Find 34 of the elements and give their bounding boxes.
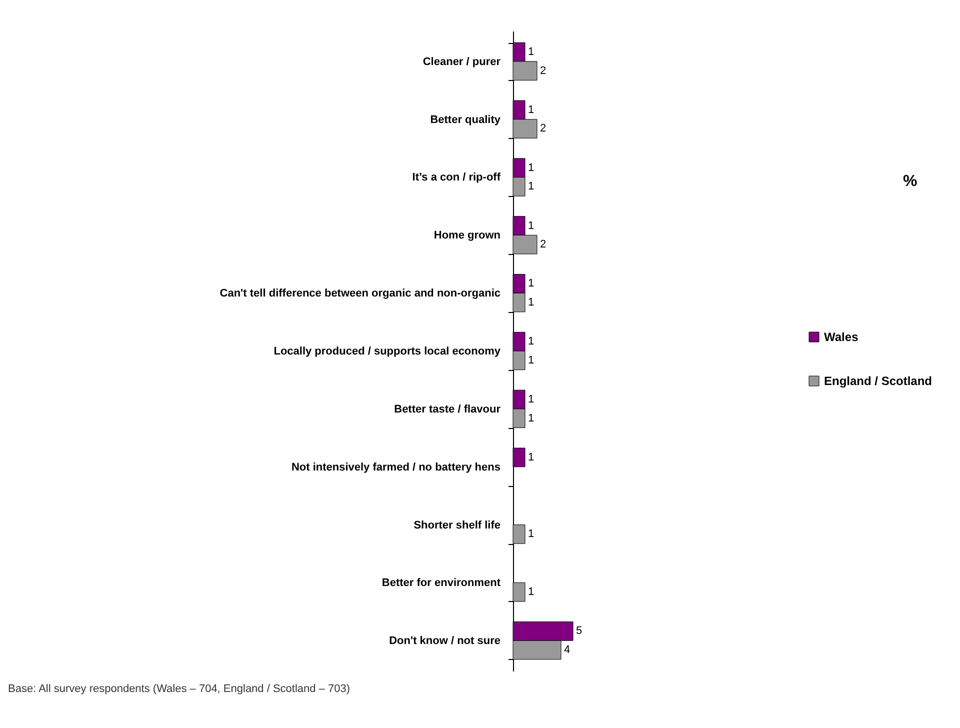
y-tick-label: Home grown [434, 230, 501, 242]
data-label: 1 [528, 394, 534, 406]
y-tick-label: Shorter shelf life [414, 519, 500, 532]
data-label: 1 [528, 104, 534, 116]
data-label: 1 [528, 296, 534, 308]
data-label: 1 [528, 220, 534, 232]
data-label: 1 [528, 586, 534, 598]
data-label: 2 [540, 64, 546, 77]
data-label: 5 [576, 625, 582, 638]
y-tick-label: Better taste / flavour [394, 403, 502, 416]
y-tick-label: Better quality [430, 114, 502, 126]
data-label: 1 [528, 162, 534, 174]
data-label: 1 [528, 412, 534, 424]
data-label: 1 [528, 336, 534, 348]
y-tick-label: Better for environment [382, 577, 501, 590]
data-label: 2 [540, 122, 546, 135]
data-label: 1 [528, 528, 534, 540]
y-tick-label: Can't tell difference between organic and non-organic [220, 288, 500, 300]
legend-label: England / Scotland [824, 374, 932, 388]
data-label: 1 [528, 451, 534, 464]
legend-label: Wales [824, 330, 859, 344]
data-label: 1 [528, 46, 534, 58]
y-tick-label: Cleaner / purer [422, 56, 502, 68]
data-label: 1 [528, 278, 534, 290]
data-label: 1 [528, 180, 534, 193]
data-label: 1 [528, 354, 534, 366]
data-label: 2 [540, 238, 546, 251]
y-tick-label: Locally produced / supports local economy [274, 346, 502, 358]
text: Base: All survey respondents (Wales – 704, England / Scotland – 703) [8, 683, 350, 695]
text: % [903, 173, 918, 190]
y-tick-label: It’s a con / rip-off [412, 172, 501, 184]
y-tick-label: Not intensively farmed / no battery hens [291, 461, 500, 474]
data-label: 4 [564, 644, 570, 656]
y-tick-label: Don't know / not sure [389, 635, 500, 648]
